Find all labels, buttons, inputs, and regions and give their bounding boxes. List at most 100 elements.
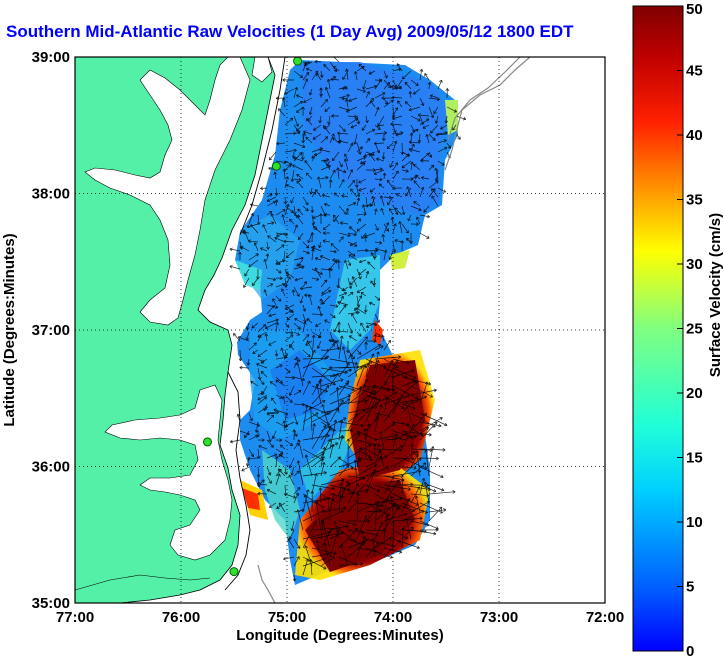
velocity-arrow <box>266 277 277 282</box>
velocity-arrow <box>410 462 427 477</box>
velocity-arrow <box>406 186 412 198</box>
velocity-arrow <box>383 81 391 90</box>
velocity-arrow <box>332 137 340 144</box>
velocity-arrow <box>275 276 283 281</box>
velocity-arrow <box>319 255 331 261</box>
velocity-arrow <box>310 490 315 513</box>
velocity-arrow <box>425 134 430 144</box>
velocity-arrow <box>268 340 277 346</box>
velocity-arrow <box>282 420 287 432</box>
velocity-arrow <box>299 286 313 291</box>
velocity-arrow <box>356 378 369 396</box>
velocity-arrow <box>365 466 389 477</box>
velocity-arrow <box>365 322 378 327</box>
velocity-arrow <box>296 173 304 180</box>
velocity-arrow <box>244 268 250 277</box>
velocity-arrow <box>295 124 304 132</box>
velocity-arrow <box>260 186 268 191</box>
velocity-arrow <box>356 146 363 153</box>
velocity-arrow <box>387 196 394 206</box>
velocity-arrow <box>308 88 313 96</box>
velocity-arrow <box>332 258 339 262</box>
velocity-arrow <box>338 482 344 513</box>
velocity-arrow <box>392 140 398 153</box>
velocity-arrow <box>383 496 390 513</box>
velocity-arrow <box>320 343 335 360</box>
velocity-arrow <box>322 239 331 243</box>
velocity-arrow <box>275 321 280 333</box>
velocity-arrow <box>300 151 305 160</box>
velocity-arrow <box>314 59 322 64</box>
velocity-arrow <box>356 295 363 306</box>
velocity-arrow <box>320 462 326 477</box>
velocity-arrow <box>260 358 268 364</box>
velocity-arrow <box>338 236 344 243</box>
map-title: Southern Mid-Atlantic Raw Velocities (1 … <box>6 22 574 41</box>
velocity-arrow <box>337 131 349 136</box>
velocity-arrow <box>293 286 300 297</box>
velocity-arrow <box>302 404 309 432</box>
colorbar-tick-label: 45 <box>686 63 703 80</box>
velocity-arrow <box>452 124 457 131</box>
velocity-arrow <box>256 430 260 438</box>
velocity-arrow <box>428 151 433 158</box>
velocity-arrow <box>392 369 415 378</box>
velocity-arrow <box>374 177 383 182</box>
velocity-arrow <box>293 156 304 162</box>
colorbar-tick-label: 5 <box>686 579 694 596</box>
velocity-arrow <box>302 334 310 342</box>
velocity-arrow <box>317 331 322 339</box>
velocity-arrow <box>374 355 402 360</box>
velocity-arrow <box>284 164 292 171</box>
velocity-arrow <box>298 263 304 270</box>
velocity-arrow <box>392 186 403 190</box>
y-tick-label: 39:00 <box>32 49 70 66</box>
velocity-arrow <box>274 199 279 207</box>
velocity-arrow <box>248 342 257 351</box>
velocity-arrow <box>329 313 336 319</box>
velocity-arrow <box>365 469 377 495</box>
velocity-arrow <box>320 289 332 297</box>
velocity-arrow <box>290 466 295 476</box>
velocity-arrow <box>303 97 313 104</box>
velocity-arrow <box>356 218 361 225</box>
velocity-arrow <box>365 448 383 459</box>
x-tick-label: 72:00 <box>586 609 624 626</box>
velocity-arrow <box>336 260 341 270</box>
velocity-arrow <box>311 547 337 555</box>
velocity-arrow <box>374 131 388 135</box>
station-marker <box>271 161 281 171</box>
velocity-arrow <box>266 305 275 315</box>
velocity-arrow <box>392 162 399 171</box>
velocity-arrow <box>250 224 259 234</box>
velocity-arrow <box>323 159 331 171</box>
velocity-arrow <box>318 487 323 504</box>
velocity-arrow <box>311 151 322 159</box>
velocity-arrow <box>375 247 385 252</box>
velocity-arrow <box>338 205 347 215</box>
velocity-arrow <box>356 447 363 468</box>
velocity-arrow <box>365 137 371 144</box>
velocity-arrow <box>302 400 326 414</box>
velocity-arrow <box>347 142 354 153</box>
velocity-arrow <box>266 453 278 459</box>
velocity-arrow <box>279 444 286 450</box>
velocity-arrow <box>261 385 268 396</box>
velocity-arrow <box>358 187 367 192</box>
velocity-arrow <box>419 232 430 239</box>
velocity-arrow <box>445 88 450 99</box>
velocity-arrow <box>383 79 392 89</box>
velocity-arrow <box>310 205 315 213</box>
velocity-arrow <box>238 251 242 261</box>
velocity-arrow <box>356 492 360 522</box>
velocity-arrow <box>321 519 331 549</box>
velocity-arrow <box>293 86 299 99</box>
velocity-arrow <box>383 339 391 351</box>
velocity-arrow <box>374 223 379 231</box>
velocity-arrow <box>410 205 422 212</box>
velocity-arrow <box>275 295 282 302</box>
velocity-arrow <box>311 385 328 393</box>
velocity-arrow <box>303 61 313 67</box>
velocity-arrow <box>329 368 352 378</box>
velocity-arrow <box>401 423 415 450</box>
